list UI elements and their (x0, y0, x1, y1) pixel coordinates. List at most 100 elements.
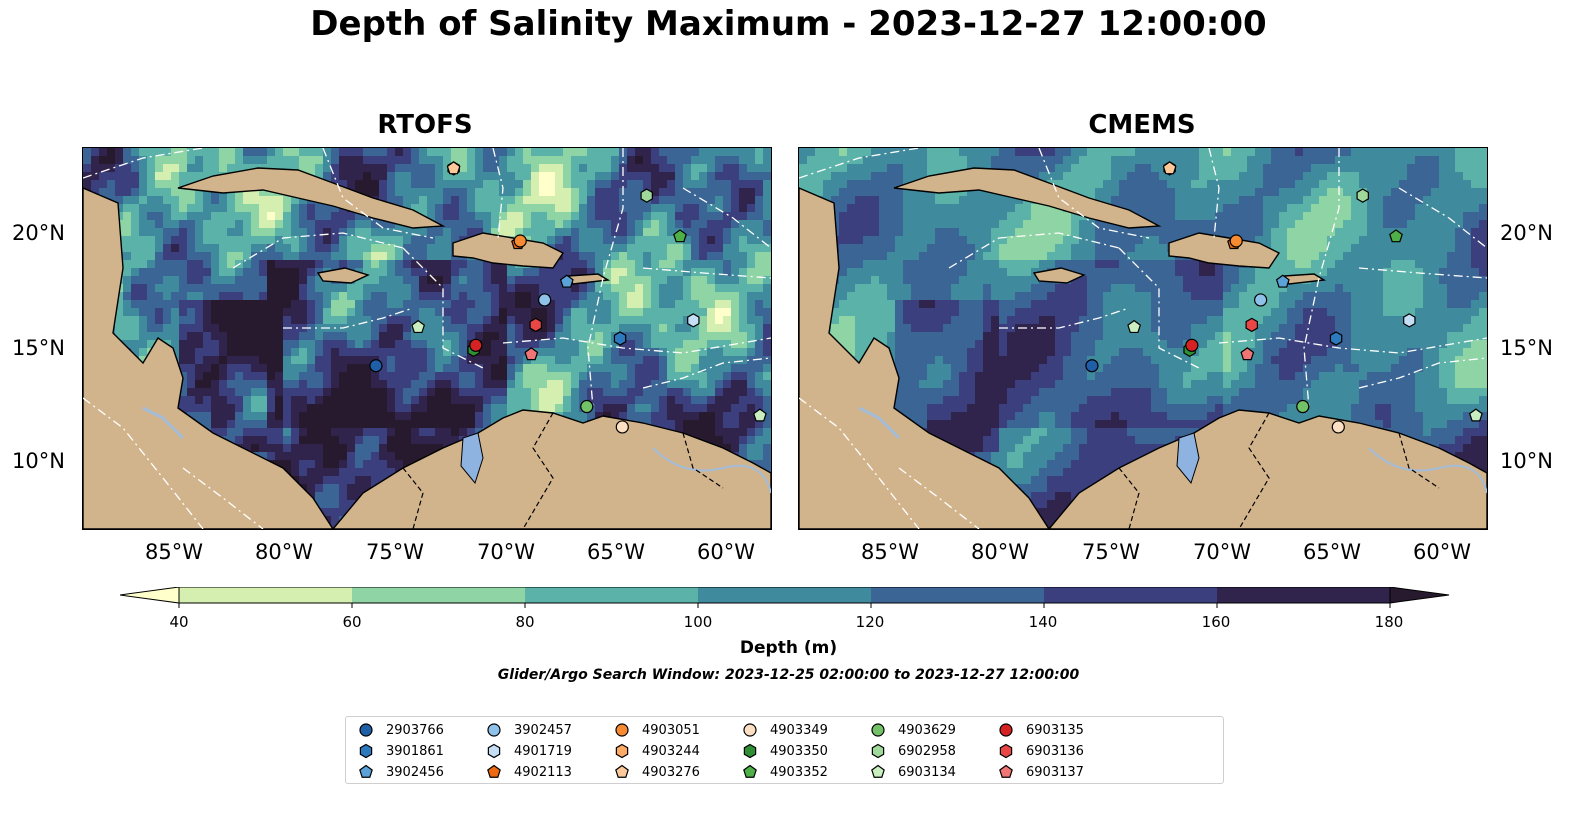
legend-marker-4903349 (743, 723, 757, 737)
legend-label: 6903137 (1026, 764, 1084, 780)
legend-label: 4903349 (770, 722, 828, 738)
legend-item: 2903766 (358, 720, 444, 740)
cb-tick-140: 140 (1028, 613, 1058, 631)
legend-marker-4903051 (615, 723, 629, 737)
land-mass (332, 409, 771, 529)
float-marker-4903349 (1331, 420, 1345, 434)
cb-tick-100: 100 (683, 613, 713, 631)
float-marker-4903276 (1162, 161, 1177, 175)
float-marker-6903137 (524, 347, 539, 361)
land-mass (316, 267, 370, 284)
legend-item: 3901861 (358, 741, 444, 761)
lat-label-20n-left: 20°N (12, 221, 65, 245)
cb-tick-180: 180 (1374, 613, 1404, 631)
colorbar-segment (1217, 587, 1390, 603)
lat-label-15n-right: 15°N (1500, 336, 1553, 360)
legend-item: 6902958 (870, 741, 956, 761)
legend-item: 6903135 (998, 720, 1084, 740)
legend-label: 4903244 (642, 743, 700, 759)
legend-label: 3902456 (386, 764, 444, 780)
colorbar-segment (525, 587, 698, 603)
float-marker-4903051 (513, 234, 527, 248)
legend-marker-3902456 (359, 764, 373, 778)
legend-item: 4903629 (870, 720, 956, 740)
cb-tick-120: 120 (855, 613, 885, 631)
float-legend: 2903766 3901861 3902456 3902457 4901719 49021… (345, 716, 1224, 784)
land-mass (1048, 409, 1487, 529)
land-mass (799, 187, 1050, 529)
legend-label: 2903766 (386, 722, 444, 738)
legend-item: 4903350 (742, 741, 828, 761)
land-mass (452, 232, 565, 269)
legend-marker-6903137 (999, 764, 1013, 778)
legend-label: 4903350 (770, 743, 828, 759)
legend-item: 4901719 (486, 741, 572, 761)
float-marker-6903134 (1127, 319, 1142, 334)
colorbar-extend-low (120, 587, 180, 604)
legend-marker-4903350 (743, 743, 757, 759)
float-marker-6902958 (1356, 188, 1369, 203)
land-mass (1032, 267, 1086, 284)
cmems-map (798, 147, 1488, 530)
search-window-text: Glider/Argo Search Window: 2023-12-25 02… (497, 667, 1080, 683)
legend-marker-4903244 (615, 743, 629, 759)
legend-label: 3902457 (514, 722, 572, 738)
lon-label-85w: 85°W (145, 540, 203, 564)
legend-marker-2903766 (359, 723, 373, 737)
float-marker-4903051 (1229, 234, 1243, 248)
legend-item: 3902456 (358, 762, 444, 782)
lon-label-80w: 80°W (255, 540, 313, 564)
colorbar-segment (1044, 587, 1217, 603)
legend-item: 4902113 (486, 762, 572, 782)
legend-marker-4903276 (615, 764, 629, 778)
legend-marker-6903134 (871, 764, 885, 778)
depth-colorbar (120, 587, 1450, 608)
lon-label-60w: 60°W (697, 540, 755, 564)
legend-item: 4903352 (742, 762, 828, 782)
lon-label-75w: 75°W (366, 540, 424, 564)
legend-label: 4902113 (514, 764, 572, 780)
legend-item: 6903137 (998, 762, 1084, 782)
legend-item: 6903136 (998, 741, 1084, 761)
legend-item: 4903244 (614, 741, 700, 761)
cb-tick-40: 40 (169, 613, 189, 631)
legend-item: 4903051 (614, 720, 700, 740)
colorbar-segment (871, 587, 1044, 603)
legend-label: 4903352 (770, 764, 828, 780)
cb-tick-80: 80 (515, 613, 535, 631)
float-marker-6903136 (1245, 317, 1258, 333)
panel-title-cmems: CMEMS (1088, 110, 1196, 140)
legend-marker-6902958 (871, 743, 885, 759)
legend-item: 6903134 (870, 762, 956, 782)
panel-title-rtofs: RTOFS (377, 110, 473, 140)
float-marker-6903136 (529, 317, 542, 333)
colorbar-segment (698, 587, 871, 603)
legend-label: 4903276 (642, 764, 700, 780)
lat-label-10n-right: 10°N (1500, 449, 1553, 473)
legend-item: 4903349 (742, 720, 828, 740)
lon-label-85w-2: 85°W (861, 540, 919, 564)
land-mass (1168, 232, 1281, 269)
legend-marker-6903135 (999, 723, 1013, 737)
legend-marker-4902113 (487, 764, 501, 778)
float-marker-6903137 (1240, 347, 1255, 361)
legend-label: 6903136 (1026, 743, 1084, 759)
colorbar-extend-high (1389, 587, 1450, 604)
legend-label: 6903135 (1026, 722, 1084, 738)
float-marker-3902457 (1254, 293, 1268, 307)
lat-label-10n-left: 10°N (12, 449, 65, 473)
float-marker-4903276 (446, 161, 461, 175)
float-marker-4903349 (615, 420, 629, 434)
land-mass (177, 167, 446, 229)
legend-label: 4903629 (898, 722, 956, 738)
lon-label-65w-2: 65°W (1303, 540, 1361, 564)
lon-label-80w-2: 80°W (971, 540, 1029, 564)
lon-label-70w: 70°W (477, 540, 535, 564)
lon-label-70w-2: 70°W (1193, 540, 1251, 564)
legend-label: 6903134 (898, 764, 956, 780)
legend-label: 4901719 (514, 743, 572, 759)
float-marker-2903766 (369, 359, 383, 373)
legend-label: 3901861 (386, 743, 444, 759)
legend-marker-4903629 (871, 723, 885, 737)
legend-label: 4903051 (642, 722, 700, 738)
